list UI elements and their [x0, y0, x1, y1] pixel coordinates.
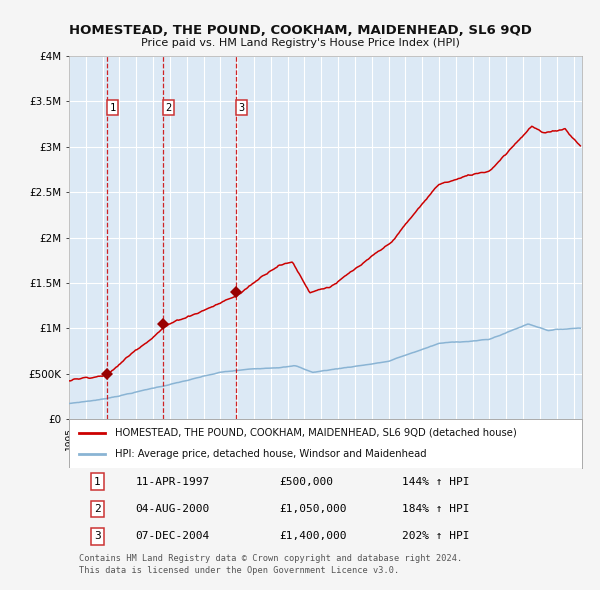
- Text: 202% ↑ HPI: 202% ↑ HPI: [403, 531, 470, 541]
- Text: 1: 1: [94, 477, 101, 487]
- Text: £500,000: £500,000: [280, 477, 334, 487]
- Text: 144% ↑ HPI: 144% ↑ HPI: [403, 477, 470, 487]
- Text: 184% ↑ HPI: 184% ↑ HPI: [403, 504, 470, 514]
- Text: £1,400,000: £1,400,000: [280, 531, 347, 541]
- Text: Price paid vs. HM Land Registry's House Price Index (HPI): Price paid vs. HM Land Registry's House …: [140, 38, 460, 48]
- Text: This data is licensed under the Open Government Licence v3.0.: This data is licensed under the Open Gov…: [79, 566, 400, 575]
- Text: 3: 3: [238, 103, 244, 113]
- Text: 3: 3: [94, 531, 101, 541]
- Text: 04-AUG-2000: 04-AUG-2000: [136, 504, 210, 514]
- Text: 11-APR-1997: 11-APR-1997: [136, 477, 210, 487]
- Text: 2: 2: [165, 103, 171, 113]
- Text: HPI: Average price, detached house, Windsor and Maidenhead: HPI: Average price, detached house, Wind…: [115, 450, 427, 460]
- Text: HOMESTEAD, THE POUND, COOKHAM, MAIDENHEAD, SL6 9QD: HOMESTEAD, THE POUND, COOKHAM, MAIDENHEA…: [68, 24, 532, 37]
- Text: £1,050,000: £1,050,000: [280, 504, 347, 514]
- Text: 1: 1: [109, 103, 116, 113]
- Text: Contains HM Land Registry data © Crown copyright and database right 2024.: Contains HM Land Registry data © Crown c…: [79, 553, 463, 563]
- Text: 07-DEC-2004: 07-DEC-2004: [136, 531, 210, 541]
- Text: 2: 2: [94, 504, 101, 514]
- Text: HOMESTEAD, THE POUND, COOKHAM, MAIDENHEAD, SL6 9QD (detached house): HOMESTEAD, THE POUND, COOKHAM, MAIDENHEA…: [115, 428, 517, 438]
